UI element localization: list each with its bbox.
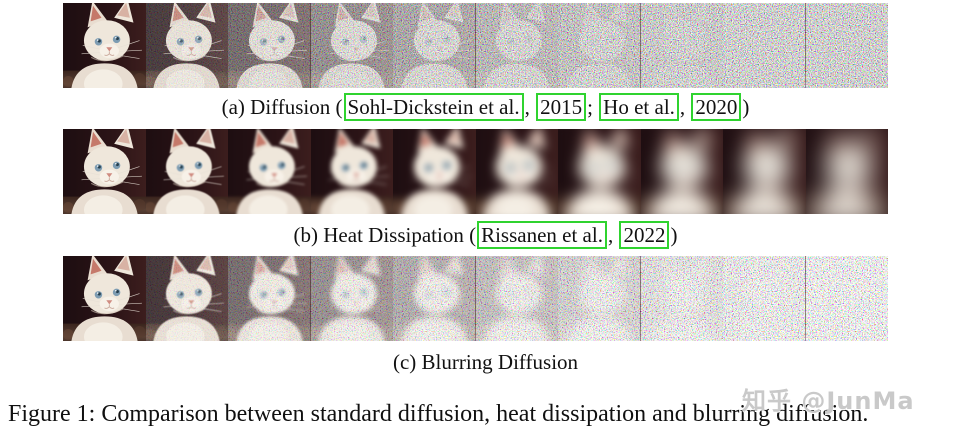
blurring-diffusion-frame-7 [558,256,641,341]
watermark: 知乎 @JunMa [742,387,915,415]
citation-link[interactable]: 2015 [536,93,587,121]
blurring-diffusion-frame-8 [640,256,723,341]
noise-overlay [393,256,476,341]
blurring-diffusion-frame-6 [475,256,558,341]
heat-dissipation-frame-6 [475,129,558,214]
diffusion-frame-2 [145,3,228,88]
diffusion-frame-8 [640,3,723,88]
noise-overlay [558,3,641,88]
blurring-diffusion-frame-3 [228,256,311,341]
heat-dissipation-frame-9 [723,129,806,214]
noise-overlay [310,256,393,341]
caption-a-diffusion: (a) Diffusion (Sohl-Dickstein et al., 20… [63,92,908,124]
caption-text: , [679,95,691,119]
caption-text: ) [742,95,750,119]
noise-overlay [393,3,476,88]
diffusion-frame-6 [475,3,558,88]
heat-dissipation-frame-3 [228,129,311,214]
diffusion-frame-10 [805,3,888,88]
caption-text: ) [670,223,678,247]
heat-dissipation-frame-5 [393,129,476,214]
diffusion-frame-1 [63,3,146,88]
diffusion-frame-4 [310,3,393,88]
caption-text: (a) Diffusion ( [221,95,343,119]
noise-overlay [228,3,311,88]
noise-overlay [640,3,723,88]
blurring-diffusion-frame-2 [145,256,228,341]
blurring-diffusion-frame-4 [310,256,393,341]
noise-overlay [475,256,558,341]
blurring-diffusion-frame-9 [723,256,806,341]
heat-dissipation-frame-2 [145,129,228,214]
diffusion-frame-5 [393,3,476,88]
blurring-diffusion-frame-5 [393,256,476,341]
heat-dissipation-frame-10 [805,129,888,214]
noise-overlay [558,256,641,341]
noise-overlay [805,3,888,88]
heat-dissipation-frame-4 [310,129,393,214]
heat-dissipation-frame-7 [558,129,641,214]
heat-dissipation-strip [63,129,888,214]
noise-overlay [805,256,888,341]
noise-overlay [475,3,558,88]
diffusion-frame-3 [228,3,311,88]
caption-text: , [524,95,536,119]
citation-link[interactable]: Rissanen et al. [477,221,607,249]
heat-dissipation-frame-8 [640,129,723,214]
diffusion-frame-7 [558,3,641,88]
noise-overlay [723,3,806,88]
noise-overlay [228,256,311,341]
diffusion-frame-9 [723,3,806,88]
caption-text: (b) Heat Dissipation ( [293,223,477,247]
noise-overlay [310,3,393,88]
noise-overlay [145,3,228,88]
blurring-diffusion-strip [63,256,888,341]
citation-link[interactable]: Sohl-Dickstein et al. [343,93,524,121]
caption-text: , [607,223,619,247]
noise-overlay [723,256,806,341]
caption-text: (c) Blurring Diffusion [392,350,579,374]
caption-b-heat-dissipation: (b) Heat Dissipation (Rissanen et al., 2… [63,220,908,252]
figure-caption: Figure 1: Comparison between standard di… [8,401,869,427]
citation-link[interactable]: Ho et al. [599,93,679,121]
noise-overlay [640,256,723,341]
heat-dissipation-frame-1 [63,129,146,214]
blurring-diffusion-frame-10 [805,256,888,341]
caption-text: ; [587,95,599,119]
diffusion-strip [63,3,888,88]
caption-c-blurring-diffusion: (c) Blurring Diffusion [63,347,908,379]
blurring-diffusion-frame-1 [63,256,146,341]
citation-link[interactable]: 2022 [619,221,670,249]
citation-link[interactable]: 2020 [691,93,742,121]
noise-overlay [145,256,228,341]
